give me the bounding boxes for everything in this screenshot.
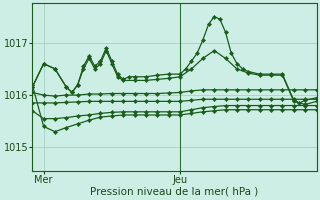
X-axis label: Pression niveau de la mer( hPa ): Pression niveau de la mer( hPa ) <box>90 187 259 197</box>
